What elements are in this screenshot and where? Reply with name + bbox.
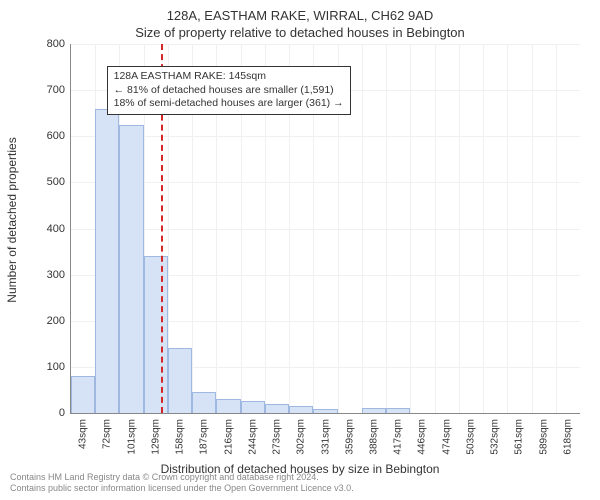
bar (289, 406, 313, 413)
xtick-label: 561sqm (514, 419, 525, 455)
bar (265, 404, 289, 413)
xtick-label: 359sqm (344, 419, 355, 455)
title-subtitle: Size of property relative to detached ho… (10, 25, 590, 40)
ytick-label: 300 (47, 269, 65, 281)
info-box-line3: 18% of semi-detached houses are larger (… (114, 97, 344, 111)
grid-v (532, 44, 533, 413)
xtick-label: 532sqm (490, 419, 501, 455)
xtick-label: 187sqm (199, 419, 210, 455)
chart-plot-wrap: 128A EASTHAM RAKE: 145sqm ← 81% of detac… (70, 44, 580, 414)
xtick-label: 618sqm (562, 419, 573, 455)
title-address: 128A, EASTHAM RAKE, WIRRAL, CH62 9AD (10, 8, 590, 23)
grid-v (410, 44, 411, 413)
info-box: 128A EASTHAM RAKE: 145sqm ← 81% of detac… (107, 66, 351, 115)
footer: Contains HM Land Registry data © Crown c… (10, 472, 590, 495)
footer-line1: Contains HM Land Registry data © Crown c… (10, 472, 590, 483)
chart-container: 128A, EASTHAM RAKE, WIRRAL, CH62 9AD Siz… (0, 0, 600, 500)
xtick-label: 388sqm (368, 419, 379, 455)
xtick-label: 302sqm (296, 419, 307, 455)
xtick-label: 216sqm (223, 419, 234, 455)
grid-h (71, 136, 580, 137)
info-box-line1: 128A EASTHAM RAKE: 145sqm (114, 70, 344, 84)
footer-line2: Contains public sector information licen… (10, 483, 590, 494)
grid-v (507, 44, 508, 413)
grid-h (71, 229, 580, 230)
grid-v (362, 44, 363, 413)
xtick-label: 273sqm (272, 419, 283, 455)
xtick-label: 43sqm (78, 419, 89, 449)
bar (71, 376, 95, 413)
xtick-label: 503sqm (465, 419, 476, 455)
ytick-label: 600 (47, 130, 65, 142)
ytick-label: 700 (47, 84, 65, 96)
bar (313, 409, 337, 413)
xtick-label: 331sqm (320, 419, 331, 455)
grid-h (71, 44, 580, 45)
bar (362, 408, 386, 413)
bar (144, 256, 168, 413)
bar (241, 401, 265, 413)
bar (119, 125, 143, 413)
xtick-label: 417sqm (393, 419, 404, 455)
grid-v (483, 44, 484, 413)
xtick-label: 244sqm (247, 419, 258, 455)
grid-h (71, 182, 580, 183)
ytick-label: 200 (47, 315, 65, 327)
ytick-label: 0 (59, 407, 65, 419)
bar (216, 399, 240, 413)
y-axis-title: Number of detached properties (5, 137, 19, 302)
grid-v (386, 44, 387, 413)
xtick-label: 101sqm (126, 419, 137, 455)
grid-v (556, 44, 557, 413)
grid-v (435, 44, 436, 413)
xtick-label: 158sqm (175, 419, 186, 455)
xtick-label: 446sqm (417, 419, 428, 455)
plot-area: 128A EASTHAM RAKE: 145sqm ← 81% of detac… (70, 44, 580, 414)
bar (192, 392, 216, 413)
xtick-label: 589sqm (538, 419, 549, 455)
xtick-label: 72sqm (102, 419, 113, 449)
ytick-label: 800 (47, 38, 65, 50)
bar (95, 109, 119, 413)
ytick-label: 500 (47, 176, 65, 188)
grid-v (459, 44, 460, 413)
bar (168, 348, 192, 413)
bar (386, 408, 410, 413)
xtick-label: 474sqm (441, 419, 452, 455)
ytick-label: 400 (47, 223, 65, 235)
info-box-line2: ← 81% of detached houses are smaller (1,… (114, 84, 344, 98)
ytick-label: 100 (47, 361, 65, 373)
xtick-label: 129sqm (150, 419, 161, 455)
